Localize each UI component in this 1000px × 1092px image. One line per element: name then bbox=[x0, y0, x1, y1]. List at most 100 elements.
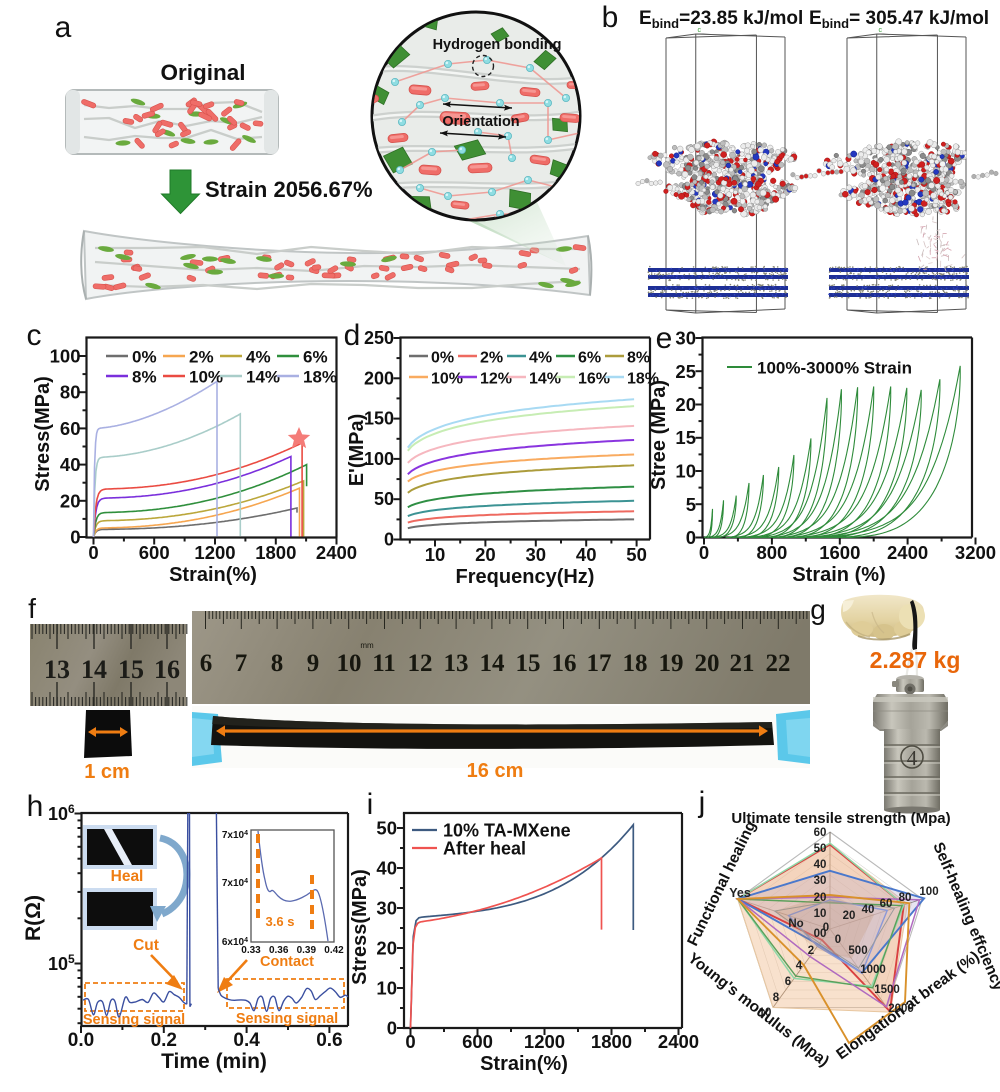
svg-text:30: 30 bbox=[526, 544, 547, 565]
svg-text:50: 50 bbox=[626, 544, 647, 565]
svg-text:j: j bbox=[698, 786, 706, 819]
svg-text:8: 8 bbox=[773, 992, 780, 1004]
svg-text:0.33: 0.33 bbox=[241, 945, 261, 956]
svg-text:13: 13 bbox=[444, 650, 469, 677]
svg-text:6: 6 bbox=[785, 976, 791, 988]
svg-text:Sensing signal: Sensing signal bbox=[236, 1011, 338, 1027]
svg-text:1600: 1600 bbox=[819, 542, 860, 563]
svg-text:0: 0 bbox=[387, 1018, 397, 1039]
svg-text:0.6: 0.6 bbox=[316, 1030, 342, 1051]
svg-text:18: 18 bbox=[623, 650, 648, 677]
svg-text:1200: 1200 bbox=[524, 1031, 565, 1052]
svg-text:10%: 10% bbox=[189, 368, 223, 387]
svg-text:25: 25 bbox=[675, 361, 696, 382]
svg-text:Strain(%): Strain(%) bbox=[169, 564, 257, 586]
svg-text:c: c bbox=[698, 27, 702, 34]
svg-text:Stress(MPa): Stress(MPa) bbox=[349, 869, 371, 985]
svg-text:10: 10 bbox=[675, 461, 696, 482]
svg-text:Original: Original bbox=[160, 60, 245, 85]
svg-text:40: 40 bbox=[576, 544, 597, 565]
svg-text:2: 2 bbox=[808, 945, 814, 957]
svg-text:Stree (MPa): Stree (MPa) bbox=[648, 380, 670, 490]
svg-text:Strain (%): Strain (%) bbox=[792, 564, 885, 586]
svg-text:3.6 s: 3.6 s bbox=[266, 914, 295, 929]
svg-text:20: 20 bbox=[695, 650, 720, 677]
svg-text:10: 10 bbox=[337, 650, 362, 677]
svg-text:2%: 2% bbox=[189, 348, 214, 367]
svg-text:c: c bbox=[27, 319, 42, 352]
svg-text:15: 15 bbox=[516, 650, 541, 677]
svg-text:40: 40 bbox=[60, 454, 81, 475]
svg-text:0%: 0% bbox=[431, 350, 454, 367]
svg-text:4: 4 bbox=[907, 746, 918, 770]
svg-text:Yes: Yes bbox=[729, 886, 751, 900]
svg-text:16: 16 bbox=[154, 655, 180, 684]
svg-text:Strain 2056.67%: Strain 2056.67% bbox=[205, 177, 373, 202]
svg-text:5: 5 bbox=[686, 494, 696, 515]
svg-text:2400: 2400 bbox=[316, 542, 357, 563]
svg-text:15: 15 bbox=[675, 427, 696, 448]
svg-text:6%: 6% bbox=[578, 350, 601, 367]
svg-text:Heal: Heal bbox=[111, 868, 144, 885]
svg-text:i: i bbox=[367, 788, 374, 821]
svg-text:1800: 1800 bbox=[591, 1031, 632, 1052]
svg-text:d: d bbox=[344, 319, 361, 352]
svg-text:1500: 1500 bbox=[874, 984, 900, 996]
svg-text:60: 60 bbox=[880, 898, 893, 910]
svg-text:0.42: 0.42 bbox=[324, 945, 344, 956]
svg-text:6%: 6% bbox=[303, 348, 328, 367]
svg-text:16%: 16% bbox=[578, 371, 610, 388]
svg-text:Strain(%): Strain(%) bbox=[480, 1053, 568, 1075]
svg-text:Ultimate tensile strength (Mpa: Ultimate tensile strength (Mpa) bbox=[731, 810, 950, 827]
svg-text:30: 30 bbox=[376, 898, 397, 919]
svg-text:150: 150 bbox=[364, 409, 394, 429]
svg-text:600: 600 bbox=[139, 542, 170, 563]
svg-text:20: 20 bbox=[376, 938, 397, 959]
svg-text:20: 20 bbox=[843, 910, 856, 922]
svg-text:20: 20 bbox=[475, 544, 496, 565]
svg-text:4: 4 bbox=[796, 960, 803, 972]
svg-text:1200: 1200 bbox=[194, 542, 235, 563]
svg-text:0.39: 0.39 bbox=[297, 945, 317, 956]
svg-text:14: 14 bbox=[480, 650, 506, 677]
svg-text:0: 0 bbox=[384, 530, 394, 550]
svg-text:50: 50 bbox=[374, 489, 394, 509]
svg-text:f: f bbox=[28, 593, 36, 624]
svg-text:b: b bbox=[602, 1, 619, 34]
svg-text:2%: 2% bbox=[480, 350, 503, 367]
svg-text:R(Ω): R(Ω) bbox=[22, 895, 45, 941]
svg-text:22: 22 bbox=[766, 650, 791, 677]
svg-text:h: h bbox=[27, 790, 44, 823]
svg-text:80: 80 bbox=[899, 892, 912, 904]
svg-text:Hydrogen bonding: Hydrogen bonding bbox=[433, 37, 562, 53]
svg-text:30: 30 bbox=[814, 875, 827, 887]
svg-text:100: 100 bbox=[919, 886, 938, 898]
svg-text:Cut: Cut bbox=[133, 937, 159, 954]
svg-text:Sensing signal: Sensing signal bbox=[83, 1012, 185, 1028]
svg-text:250: 250 bbox=[364, 328, 394, 348]
svg-text:17: 17 bbox=[587, 650, 612, 677]
svg-text:30: 30 bbox=[675, 328, 696, 349]
svg-text:1800: 1800 bbox=[255, 542, 296, 563]
svg-text:20: 20 bbox=[814, 892, 827, 904]
svg-text:18%: 18% bbox=[303, 368, 337, 387]
svg-text:11: 11 bbox=[372, 650, 396, 677]
svg-text:12: 12 bbox=[408, 650, 433, 677]
svg-text:10: 10 bbox=[376, 978, 397, 999]
svg-text:mm: mm bbox=[360, 641, 374, 650]
svg-text:800: 800 bbox=[756, 542, 787, 563]
svg-text:0.4: 0.4 bbox=[233, 1030, 260, 1051]
svg-text:12%: 12% bbox=[480, 371, 512, 388]
svg-text:0: 0 bbox=[405, 1031, 415, 1052]
svg-text:50: 50 bbox=[814, 843, 827, 855]
svg-text:0: 0 bbox=[835, 934, 841, 946]
svg-text:g: g bbox=[810, 594, 826, 625]
svg-text:0.0: 0.0 bbox=[68, 1030, 94, 1051]
svg-text:0%: 0% bbox=[132, 348, 157, 367]
svg-text:16 cm: 16 cm bbox=[467, 760, 524, 782]
svg-text:9: 9 bbox=[307, 650, 320, 677]
svg-text:Orientation: Orientation bbox=[442, 114, 519, 130]
svg-text:60: 60 bbox=[814, 827, 827, 839]
svg-text:100: 100 bbox=[364, 449, 394, 469]
svg-text:14%: 14% bbox=[529, 371, 561, 388]
